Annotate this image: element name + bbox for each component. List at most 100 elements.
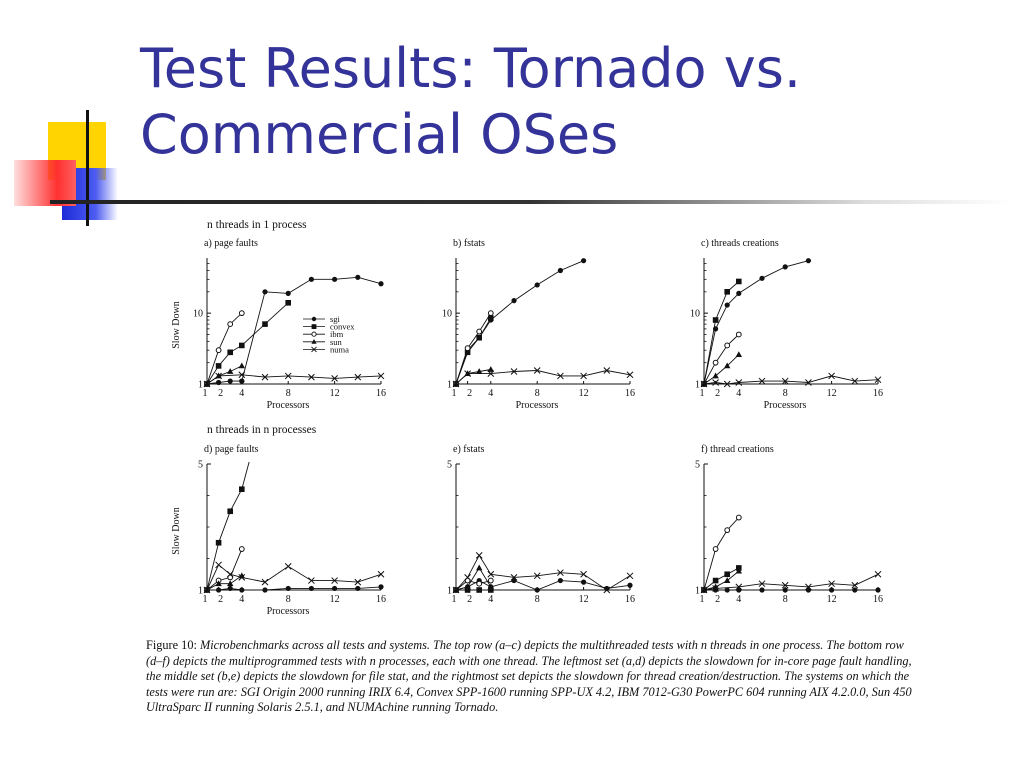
chart-1-x-tick-label: 16 xyxy=(376,388,386,399)
chart-1-y-axis-label: Slow Down xyxy=(171,301,182,349)
chart-4-series-numa-line xyxy=(207,564,382,591)
chart-6-x-tick-label: 16 xyxy=(873,594,883,605)
chart-5-y-tick-label: 5 xyxy=(447,460,452,471)
chart-1-y-tick-label: 10 xyxy=(193,309,203,320)
chart-4-y-axis-label: Slow Down xyxy=(171,507,182,555)
chart-6-series-sun-marker xyxy=(712,583,719,590)
chart-2-series-numa-line xyxy=(456,370,631,385)
chart-6-series-sgi-marker xyxy=(759,587,765,593)
chart-3-series-numa-marker xyxy=(735,379,743,386)
chart-5-x-tick-label: 1 xyxy=(452,594,457,605)
legend-marker-numa xyxy=(311,346,317,353)
chart-3-series-numa-marker xyxy=(758,377,766,385)
chart-2-series-convex-marker xyxy=(476,334,482,341)
chart-6-series-sgi-marker xyxy=(782,587,788,593)
chart-6-series-ibm-marker xyxy=(712,546,719,552)
chart-4-series-sun-marker xyxy=(215,580,222,587)
chart-5-series-sgi-marker xyxy=(581,579,587,585)
chart-1-series-ibm-marker xyxy=(227,321,234,328)
chart-3-series-sgi-marker xyxy=(736,290,742,296)
chart-3-series-convex-marker xyxy=(736,278,742,285)
chart-1-x-axis-label: Processors xyxy=(267,400,310,411)
chart-2-series-convex-marker xyxy=(488,315,494,321)
chart-5-series-sgi-marker xyxy=(627,582,633,588)
chart-3-x-tick-label: 16 xyxy=(873,388,883,399)
chart-4-series-convex-marker xyxy=(215,539,222,546)
chart-3-title: c) threads creations xyxy=(701,238,779,249)
chart-6-series-convex-marker xyxy=(724,571,730,578)
chart-1-x-tick-label: 2 xyxy=(218,388,223,399)
chart-1-series-extra-marker xyxy=(378,281,384,287)
chart-3-series-numa-marker xyxy=(805,379,812,386)
chart-5-x-tick-label: 2 xyxy=(467,594,472,605)
chart-4-x-tick-label: 2 xyxy=(218,594,223,605)
chart-2-title: b) fstats xyxy=(453,238,485,249)
legend-label-numa: numa xyxy=(330,344,349,354)
chart-1-series-extra-marker xyxy=(262,289,268,295)
chart-5-series-sgi-line xyxy=(456,580,631,591)
chart-2-series-numa-marker xyxy=(487,370,495,377)
chart-6-series-convex-line xyxy=(704,567,740,591)
chart-6-x-tick-label: 1 xyxy=(700,594,705,605)
chart-4-series-numa-marker xyxy=(261,578,269,586)
decor-vertical-line xyxy=(86,110,89,226)
chart-4-series-numa-marker xyxy=(331,577,338,584)
chart-1-series-sgi-line xyxy=(207,380,242,385)
chart-5-series-numa-marker xyxy=(475,551,483,559)
chart-5-series-numa-line xyxy=(456,554,631,591)
chart-4-series-sgi-marker xyxy=(308,585,314,592)
chart-6-x-tick-label: 8 xyxy=(783,594,788,605)
chart-5-series-sun-marker xyxy=(476,564,483,571)
chart-2-series-convex-marker xyxy=(464,349,471,356)
chart-6-series-sun-marker xyxy=(724,577,731,583)
chart-6-series-sgi-marker xyxy=(852,587,858,593)
chart-2-series-sgi-marker xyxy=(511,298,517,304)
chart-1-series-convex-marker xyxy=(262,321,268,327)
chart-1-series-numa-marker xyxy=(261,373,269,381)
chart-5-series-numa-marker xyxy=(533,572,541,580)
chart-2-x-tick-label: 2 xyxy=(467,388,472,399)
chart-2-series-sgi-marker xyxy=(534,282,540,288)
chart-3-x-tick-label: 2 xyxy=(715,388,720,399)
chart-1-series-extra-marker xyxy=(308,276,314,282)
chart-3-y-tick-label: 1 xyxy=(695,380,700,391)
chart-1-series-sgi-marker xyxy=(227,378,233,384)
chart-1-series-numa-marker xyxy=(308,373,315,381)
chart-4-series-extra-line xyxy=(241,462,250,490)
chart-5-series-sun-marker xyxy=(464,583,471,590)
chart-2-series-numa-marker xyxy=(464,370,471,377)
chart-5-series-convex-marker xyxy=(488,587,494,593)
chart-3-series-sgi-marker xyxy=(724,302,730,308)
chart-4-series-numa-marker xyxy=(226,570,234,578)
chart-4-x-axis-label: Processors xyxy=(267,606,310,617)
chart-1-series-sun-marker xyxy=(227,368,234,374)
chart-3-series-ibm-marker xyxy=(735,331,742,338)
legend-label-ibm: ibm xyxy=(330,329,344,339)
decor-horizontal-line xyxy=(50,200,1010,204)
chart-2-series-sgi-marker xyxy=(557,267,563,274)
chart-4-series-sgi-marker xyxy=(216,587,222,593)
chart-1-series-numa-marker xyxy=(377,372,385,380)
legend-label-sun: sun xyxy=(330,337,343,347)
chart-2-x-tick-label: 4 xyxy=(488,388,493,399)
chart-5-y-tick-label: 1 xyxy=(447,586,452,597)
chart-5-series-numa-marker xyxy=(603,586,611,594)
chart-1-x-tick-label: 1 xyxy=(203,388,208,399)
chart-2-series-sun-line xyxy=(456,369,491,385)
chart-3-x-tick-label: 1 xyxy=(700,388,705,399)
chart-6-series-numa-marker xyxy=(781,581,789,589)
chart-2-x-axis-label: Processors xyxy=(516,400,559,411)
chart-2-series-sgi-marker xyxy=(581,258,587,264)
chart-6-series-ibm-line xyxy=(704,517,740,591)
chart-4-x-tick-label: 4 xyxy=(239,594,244,605)
chart-3-series-numa-marker xyxy=(828,372,835,380)
chart-1-x-tick-label: 4 xyxy=(239,388,244,399)
legend-marker-sun xyxy=(311,339,317,344)
chart-4-y-tick-label: 1 xyxy=(198,586,203,597)
chart-4-series-numa-marker xyxy=(284,563,292,570)
chart-6-series-ibm-marker xyxy=(724,527,731,534)
chart-3-series-numa-marker xyxy=(712,379,719,386)
chart-4-series-numa-marker xyxy=(203,586,211,594)
chart-6-series-sun-marker xyxy=(735,567,742,574)
chart-5-series-numa-marker xyxy=(580,570,587,578)
